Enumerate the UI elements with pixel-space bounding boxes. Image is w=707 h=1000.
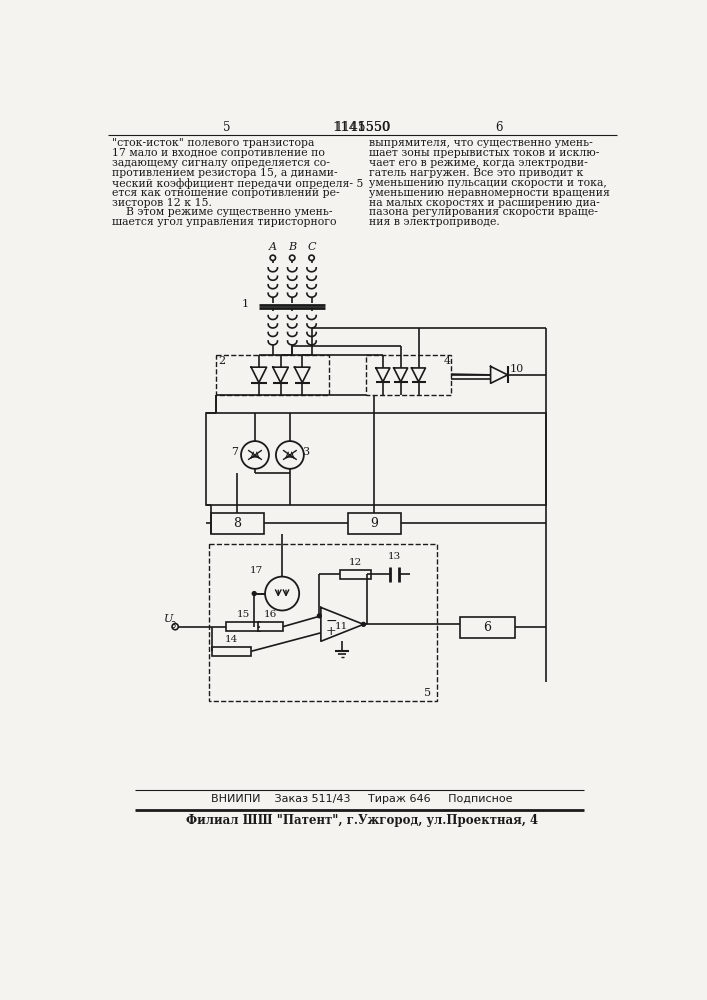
Text: уменьшению пульсации скорости и тока,: уменьшению пульсации скорости и тока, <box>369 178 607 188</box>
Text: 5: 5 <box>223 121 230 134</box>
Circle shape <box>270 255 276 261</box>
Text: ется как отношение сопротивлений ре-: ется как отношение сопротивлений ре- <box>112 188 339 198</box>
Text: шает зоны прерывистых токов и исклю-: шает зоны прерывистых токов и исклю- <box>369 148 600 158</box>
Text: −: − <box>325 613 337 628</box>
Text: 10: 10 <box>510 364 524 374</box>
Text: шается угол управления тиристорного: шается угол управления тиристорного <box>112 217 336 227</box>
Bar <box>206 413 546 505</box>
Circle shape <box>265 577 299 610</box>
Bar <box>226 622 260 631</box>
Text: ВНИИПИ    Заказ 511/43     Тираж 646     Подписное: ВНИИПИ Заказ 511/43 Тираж 646 Подписное <box>211 794 513 804</box>
Text: выпрямителя, что существенно умень-: выпрямителя, что существенно умень- <box>369 138 592 148</box>
Text: Филиал ШШ "Патент", г.Ужгород, ул.Проектная, 4: Филиал ШШ "Патент", г.Ужгород, ул.Проект… <box>186 814 538 827</box>
Text: 3: 3 <box>170 620 176 630</box>
Bar <box>366 355 451 395</box>
Bar <box>258 622 283 631</box>
Bar <box>211 513 264 534</box>
Text: 5: 5 <box>358 121 366 134</box>
Circle shape <box>276 441 304 469</box>
Text: 11: 11 <box>335 622 348 631</box>
Polygon shape <box>295 367 310 383</box>
Text: C: C <box>308 242 316 252</box>
Text: "сток-исток" полевого транзистора: "сток-исток" полевого транзистора <box>112 138 314 148</box>
Text: 1141550: 1141550 <box>334 121 390 134</box>
Polygon shape <box>411 368 426 382</box>
Circle shape <box>241 441 269 469</box>
Text: 13: 13 <box>388 552 401 561</box>
Text: гатель нагружен. Все это приводит к: гатель нагружен. Все это приводит к <box>369 168 583 178</box>
Bar <box>340 570 371 579</box>
Text: ния в электроприводе.: ния в электроприводе. <box>369 217 500 227</box>
Text: 4: 4 <box>443 356 450 366</box>
Text: A: A <box>269 242 277 252</box>
Polygon shape <box>321 607 363 641</box>
Text: 6: 6 <box>484 621 491 634</box>
Text: зисторов 12 к 15.: зисторов 12 к 15. <box>112 198 211 208</box>
Text: U: U <box>164 614 174 624</box>
Polygon shape <box>251 367 267 383</box>
Text: В этом режиме существенно умень-: В этом режиме существенно умень- <box>112 207 332 217</box>
Text: уменьшению неравномерности вращения: уменьшению неравномерности вращения <box>369 188 610 198</box>
Circle shape <box>289 255 295 261</box>
Text: 1: 1 <box>242 299 249 309</box>
Text: 15: 15 <box>237 610 250 619</box>
Text: 9: 9 <box>370 517 378 530</box>
Text: задающему сигналу определяется со-: задающему сигналу определяется со- <box>112 158 329 168</box>
Text: 17 мало и входное сопротивление по: 17 мало и входное сопротивление по <box>112 148 325 158</box>
Circle shape <box>317 614 321 618</box>
Text: 5: 5 <box>424 688 431 698</box>
Text: 1141550: 1141550 <box>332 121 391 134</box>
Text: 14: 14 <box>225 635 238 644</box>
Text: 8: 8 <box>233 517 241 530</box>
Polygon shape <box>273 367 288 383</box>
Text: 6: 6 <box>496 121 503 134</box>
Text: чает его в режиме, когда электродви-: чает его в режиме, когда электродви- <box>369 158 588 168</box>
Bar <box>460 617 515 638</box>
Text: 16: 16 <box>264 610 277 619</box>
Text: ческий коэффициент передачи определя- 5: ческий коэффициент передачи определя- 5 <box>112 178 363 189</box>
Bar <box>348 513 401 534</box>
Text: B: B <box>288 242 296 252</box>
Polygon shape <box>491 366 508 383</box>
Bar <box>209 544 437 701</box>
Polygon shape <box>376 368 390 382</box>
Text: 2: 2 <box>218 356 226 366</box>
Text: пазона регулирования скорости враще-: пазона регулирования скорости враще- <box>369 207 598 217</box>
Circle shape <box>309 255 315 261</box>
Circle shape <box>252 592 256 595</box>
Circle shape <box>172 624 178 630</box>
Text: на малых скоростях и расширению диа-: на малых скоростях и расширению диа- <box>369 198 600 208</box>
Text: противлением резистора 15, а динами-: противлением резистора 15, а динами- <box>112 168 337 178</box>
Bar <box>216 355 329 395</box>
Polygon shape <box>394 368 408 382</box>
Text: +: + <box>325 625 336 638</box>
Text: 17: 17 <box>250 566 264 575</box>
Text: 7: 7 <box>231 447 238 457</box>
Circle shape <box>361 622 366 626</box>
Text: 12: 12 <box>349 558 363 567</box>
Bar <box>212 647 251 656</box>
Text: 3: 3 <box>302 447 309 457</box>
